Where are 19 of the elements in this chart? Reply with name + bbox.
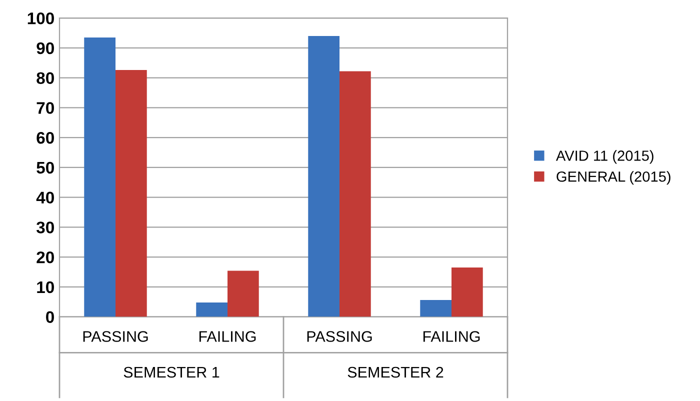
y-tick-label: 70: [36, 102, 54, 114]
y-tick-label: 30: [36, 222, 54, 234]
text: SEMESTER 1: [124, 366, 220, 378]
x-tick-label: PASSING: [83, 331, 148, 342]
y-tick-label: 20: [36, 251, 54, 264]
x-tick-label: FAILING: [423, 331, 480, 342]
y-tick-label: 80: [36, 72, 54, 84]
y-tick-label: 10: [37, 281, 54, 294]
text: SEMESTER 2: [348, 366, 444, 378]
y-tick-label: 0: [46, 311, 54, 323]
y-tick-label: 100: [28, 12, 54, 24]
y-tick-label: 50: [36, 162, 54, 174]
legend-label: GENERAL (2015): [556, 171, 670, 185]
y-tick-label: 40: [36, 192, 54, 204]
x-tick-label: PASSING: [307, 331, 372, 342]
legend-label: AVID 11 (2015): [556, 150, 654, 164]
x-tick-label: FAILING: [199, 331, 256, 342]
y-tick-label: 90: [36, 42, 54, 54]
y-tick-label: 60: [36, 132, 54, 144]
